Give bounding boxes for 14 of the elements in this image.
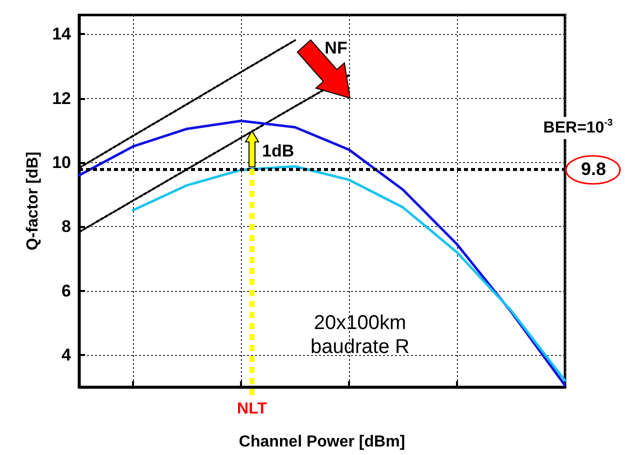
annotation: NF [324, 38, 348, 58]
y-tick-label: 8 [62, 217, 71, 236]
y-axis-title: Q-factor [dB] [24, 152, 42, 250]
y-tick-label: 6 [62, 281, 71, 300]
annotation: 1dB [262, 141, 294, 160]
line-series [132, 165, 566, 382]
y-tick-label: 10 [52, 153, 71, 172]
x-axis-title: Channel Power [dBm] [238, 434, 406, 450]
y-tick-label: 14 [52, 24, 72, 44]
y-tick-label: 4 [62, 345, 72, 364]
y-tick-label: 12 [52, 88, 71, 108]
ref-line-label: 9.8 [581, 158, 606, 179]
text: NLT [237, 400, 268, 418]
annotation: 20x100km baudrate R [310, 312, 410, 358]
